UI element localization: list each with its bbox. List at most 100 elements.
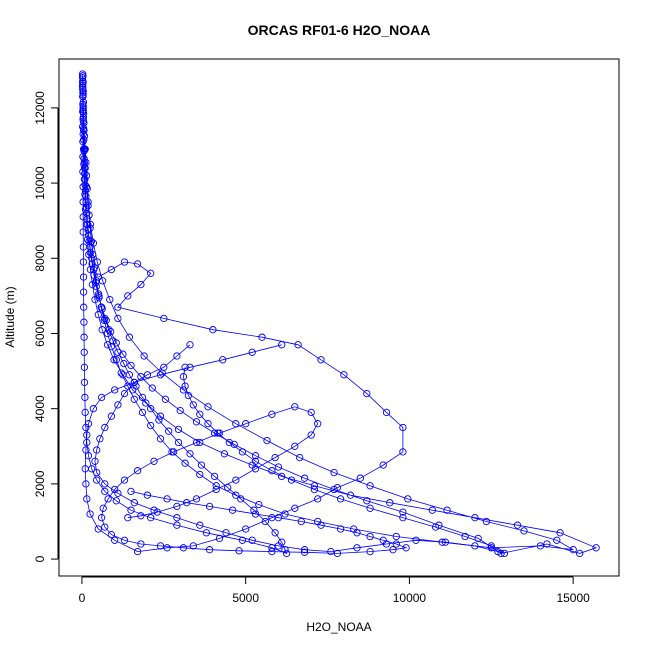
- data-point: [222, 529, 230, 537]
- data-point: [82, 198, 90, 206]
- data-point: [89, 250, 97, 259]
- data-point: [461, 532, 469, 541]
- data-point: [95, 294, 103, 302]
- data-point: [114, 348, 122, 356]
- data-point: [441, 538, 450, 546]
- data-point: [196, 470, 204, 479]
- data-point: [129, 386, 137, 394]
- data-point: [156, 542, 165, 550]
- data-point: [310, 482, 319, 490]
- data-point: [104, 495, 112, 503]
- data-point: [261, 517, 269, 526]
- data-point: [94, 525, 102, 533]
- data-point: [336, 495, 345, 503]
- data-point: [147, 269, 155, 277]
- data-point: [513, 521, 522, 529]
- data-point: [500, 549, 509, 558]
- data-point: [224, 483, 232, 492]
- data-point: [294, 341, 302, 349]
- x-axis: 0 5000 10000 15000: [79, 576, 590, 605]
- data-point: [94, 311, 102, 319]
- data-point: [79, 288, 88, 296]
- data-point: [399, 508, 407, 516]
- data-point: [314, 420, 322, 428]
- data-point: [107, 265, 116, 274]
- data-point: [97, 514, 106, 522]
- data-point: [291, 504, 299, 512]
- data-point: [119, 350, 127, 358]
- data-point: [79, 198, 87, 206]
- data-point: [205, 502, 214, 511]
- data-point: [258, 333, 266, 341]
- data-point: [307, 408, 315, 417]
- data-point: [120, 389, 129, 398]
- data-point: [399, 423, 407, 432]
- series-points: [78, 70, 600, 558]
- data-point: [156, 412, 165, 420]
- data-point: [111, 485, 119, 494]
- data-point: [81, 408, 89, 417]
- data-point: [155, 416, 163, 424]
- data-point: [89, 239, 98, 247]
- data-point: [142, 399, 150, 407]
- data-point: [281, 546, 289, 554]
- data-point: [215, 534, 224, 543]
- data-point: [98, 305, 106, 313]
- data-point: [114, 401, 122, 409]
- data-point: [80, 132, 89, 140]
- data-point: [363, 389, 371, 398]
- data-point: [91, 457, 99, 465]
- data-point: [93, 476, 101, 484]
- data-point: [111, 536, 119, 544]
- data-point: [94, 290, 103, 298]
- data-point: [81, 465, 89, 473]
- chart-title: ORCAS RF01-6 H2O_NOAA: [248, 22, 431, 38]
- data-point: [428, 506, 436, 514]
- data-point: [138, 393, 147, 402]
- data-point: [163, 495, 171, 503]
- data-point: [80, 378, 89, 387]
- data-point: [232, 491, 240, 499]
- data-point: [192, 495, 201, 503]
- data-point: [235, 547, 243, 555]
- data-point: [124, 382, 132, 390]
- data-point: [82, 158, 90, 167]
- data-point: [576, 549, 584, 558]
- y-tick-label: 2000: [33, 470, 47, 497]
- data-point: [127, 361, 135, 370]
- data-point: [399, 448, 407, 456]
- data-point: [130, 499, 138, 507]
- data-point: [297, 517, 305, 526]
- data-point: [366, 547, 374, 556]
- data-point: [153, 508, 161, 516]
- data-point: [150, 457, 158, 465]
- data-point: [84, 198, 92, 206]
- data-point: [386, 499, 394, 507]
- data-point: [353, 529, 361, 537]
- data-point: [147, 421, 155, 430]
- data-point: [148, 384, 156, 392]
- data-point: [278, 341, 286, 349]
- data-point: [120, 359, 128, 368]
- data-point: [204, 420, 212, 428]
- data-point: [79, 153, 87, 161]
- data-point: [91, 295, 99, 304]
- data-point: [97, 393, 106, 402]
- data-point: [86, 224, 94, 232]
- data-point: [366, 532, 374, 541]
- data-point: [147, 514, 155, 522]
- data-point: [83, 438, 91, 447]
- data-point: [482, 517, 491, 526]
- data-point: [474, 534, 482, 543]
- data-point: [291, 442, 299, 450]
- data-point: [101, 423, 109, 432]
- data-point: [317, 521, 325, 529]
- data-point: [169, 448, 178, 456]
- data-point: [127, 506, 135, 514]
- data-point: [251, 457, 260, 465]
- data-point: [215, 429, 224, 437]
- data-point: [81, 170, 89, 178]
- data-point: [111, 386, 119, 394]
- y-tick-label: 4000: [33, 395, 47, 422]
- data-point: [181, 459, 189, 467]
